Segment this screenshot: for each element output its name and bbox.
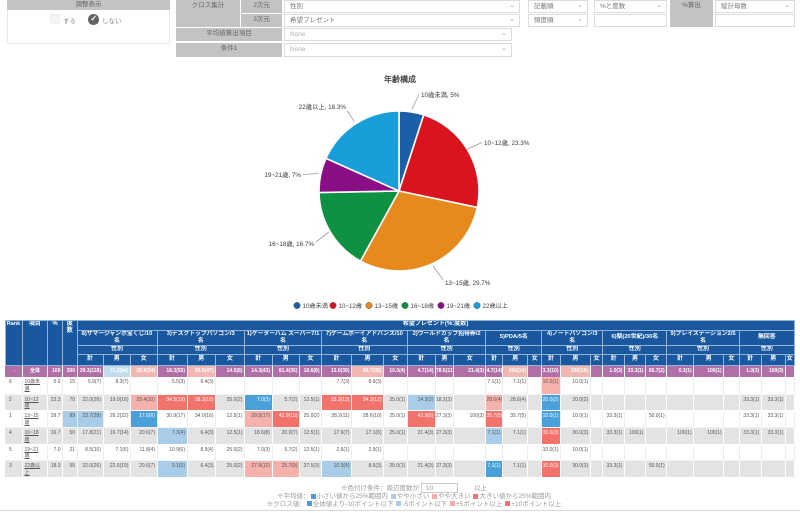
svg-text:13~15歳: 13~15歳: [375, 302, 399, 310]
svg-text:16~18歳: 16~18歳: [411, 302, 435, 310]
svg-text:10~12歳, 23.3%: 10~12歳, 23.3%: [484, 138, 530, 147]
svg-text:16~18歳, 16.7%: 16~18歳, 16.7%: [269, 239, 315, 248]
svg-text:22歳以上: 22歳以上: [483, 302, 508, 310]
svg-text:13~15歳, 29.7%: 13~15歳, 29.7%: [445, 278, 491, 287]
svg-text:10~12歳: 10~12歳: [339, 302, 363, 310]
svg-text:10歳未満, 5%: 10歳未満, 5%: [421, 90, 460, 99]
svg-text:19~21歳: 19~21歳: [447, 302, 471, 310]
svg-text:22歳以上, 18.3%: 22歳以上, 18.3%: [299, 102, 347, 111]
svg-text:年齢構成: 年齢構成: [384, 74, 416, 84]
svg-text:10歳未満: 10歳未満: [303, 302, 328, 310]
svg-text:19~21歳, 7%: 19~21歳, 7%: [264, 170, 301, 179]
